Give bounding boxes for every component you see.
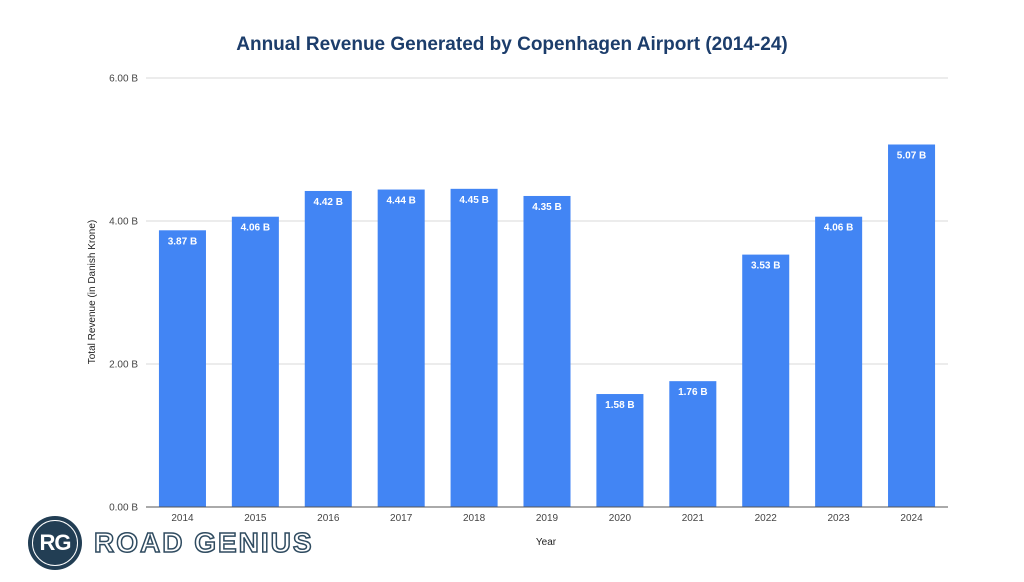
data-label: 3.87 B <box>168 236 197 247</box>
data-label: 4.35 B <box>532 202 561 213</box>
y-tick-label: 6.00 B <box>109 74 138 85</box>
logo-badge-text: RG <box>39 530 72 555</box>
y-tick-label: 0.00 B <box>109 503 138 514</box>
y-tick-label: 4.00 B <box>109 217 138 228</box>
data-label: 4.06 B <box>241 223 270 234</box>
x-tick-label: 2017 <box>390 513 413 524</box>
logo-badge-icon: RG <box>28 516 82 570</box>
bar-2019 <box>523 195 571 507</box>
x-tick-label: 2023 <box>828 513 851 524</box>
x-tick-label: 2016 <box>317 513 340 524</box>
y-axis-ticks: 0.00 B 2.00 B 4.00 B 6.00 B <box>109 74 138 514</box>
x-tick-label: 2020 <box>609 513 632 524</box>
bar-2023 <box>815 216 863 507</box>
logo-brand-text: ROAD GENIUS <box>93 526 314 559</box>
bars: 3.87 B 4.06 B 4.42 B 4.44 B 4.45 B 4.35 B 1.58… <box>158 144 936 508</box>
bar-2015 <box>231 216 279 507</box>
data-label: 1.58 B <box>605 400 634 411</box>
data-label: 5.07 B <box>897 150 926 161</box>
data-label: 4.06 B <box>824 223 853 234</box>
y-axis-title: Total Revenue (in Danish Krone) <box>87 220 98 365</box>
data-label: 4.45 B <box>459 195 488 206</box>
bar-2018 <box>450 188 498 507</box>
bar-2016 <box>304 190 352 507</box>
x-tick-label: 2015 <box>244 513 267 524</box>
x-tick-label: 2024 <box>900 513 923 524</box>
x-tick-label: 2014 <box>171 513 194 524</box>
data-label: 3.53 B <box>751 261 780 272</box>
data-label: 1.76 B <box>678 387 707 398</box>
bar-2022 <box>742 254 790 507</box>
bar-2014 <box>158 230 206 508</box>
bar-2017 <box>377 189 425 508</box>
x-axis-title: Year <box>536 537 557 548</box>
bar-2021 <box>669 381 717 507</box>
bar-2024 <box>888 144 936 507</box>
x-tick-label: 2022 <box>755 513 778 524</box>
x-axis-ticks: 2014 2015 2016 2017 2018 2019 2020 2021 2022 2023… <box>171 513 923 524</box>
x-tick-label: 2021 <box>682 513 705 524</box>
road-genius-logo: RG ROAD GENIUS <box>28 516 314 570</box>
data-label: 4.44 B <box>386 196 415 207</box>
bar-2020 <box>596 394 644 507</box>
chart-title: Annual Revenue Generated by Copenhagen A… <box>236 34 787 55</box>
x-tick-label: 2018 <box>463 513 486 524</box>
data-label: 4.42 B <box>314 197 343 208</box>
x-tick-label: 2019 <box>536 513 559 524</box>
y-tick-label: 2.00 B <box>109 360 138 371</box>
